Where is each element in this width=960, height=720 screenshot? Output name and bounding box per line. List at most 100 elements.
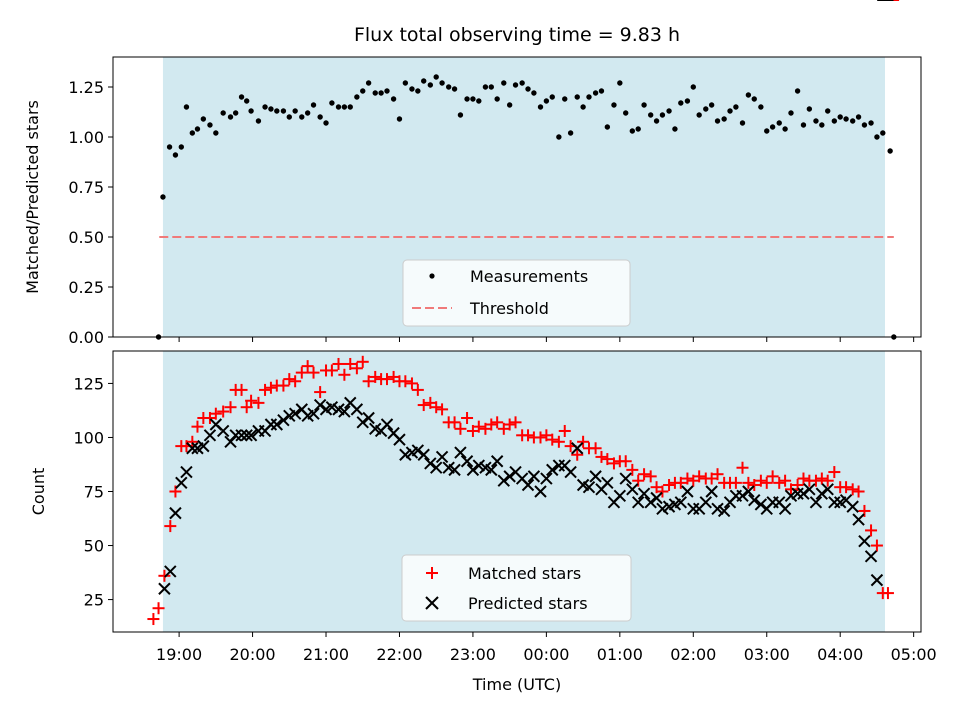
measurement-point — [813, 118, 819, 124]
predicted-star-point — [705, 485, 718, 498]
bottom-y-ticks: 25 50 75 100 125 — [73, 374, 113, 610]
measurement-point — [519, 80, 525, 86]
predicted-star-point — [582, 480, 596, 494]
measurement-point — [347, 104, 353, 110]
predicted-star-point — [589, 470, 602, 483]
predicted-star-point — [270, 418, 284, 431]
measurement-point — [341, 104, 348, 110]
predicted-star-point — [350, 403, 364, 416]
measurement-point — [556, 134, 562, 140]
measurement-point — [506, 102, 513, 108]
matched-star-point — [461, 412, 474, 425]
predicted-star-point — [424, 457, 437, 470]
top-y-axis-label: Matched/Predicted stars — [23, 100, 42, 294]
matched-star-point — [748, 479, 761, 492]
matched-star-point — [663, 479, 676, 492]
measurement-point — [690, 84, 696, 90]
predicted-star-point — [828, 496, 841, 509]
measurement-point — [703, 106, 709, 112]
predicted-star-point — [626, 483, 639, 496]
measurement-point — [739, 120, 746, 126]
matched-star-point — [852, 485, 865, 498]
matched-star-point — [356, 355, 369, 368]
matched-star-point — [742, 476, 755, 489]
matched-star-point — [577, 435, 590, 448]
predicted-star-point — [540, 472, 553, 485]
measurement-point — [248, 108, 254, 114]
predicted-star-point — [846, 500, 859, 513]
predicted-star-point — [169, 506, 182, 520]
measurement-point — [354, 94, 360, 100]
measurement-point — [274, 108, 280, 114]
predicted-star-point — [778, 502, 792, 515]
legend-threshold-label: Threshold — [469, 299, 549, 318]
measurement-point — [160, 194, 166, 200]
top-y-ticks: 0.00 0.25 0.50 0.75 1.00 1.25 — [68, 78, 113, 347]
legend-predicted-label: Predicted stars — [468, 594, 588, 613]
predicted-star-point — [164, 565, 177, 578]
predicted-star-point — [356, 416, 369, 429]
measurement-point — [537, 104, 544, 110]
predicted-star-point — [158, 582, 171, 595]
measurement-point — [611, 102, 617, 108]
predicted-star-point — [736, 489, 749, 503]
predicted-star-point — [613, 489, 627, 503]
matched-star-point — [870, 539, 883, 552]
predicted-star-point — [637, 487, 651, 500]
predicted-star-point — [864, 550, 878, 563]
top-y-tick-label: 1.00 — [68, 128, 104, 147]
matched-star-point — [369, 370, 382, 383]
matched-star-point — [522, 429, 535, 442]
matched-star-point — [301, 360, 314, 373]
measurement-point — [494, 96, 500, 102]
predicted-star-point — [619, 472, 632, 485]
measurement-point — [360, 88, 366, 94]
predicted-star-point — [748, 493, 761, 507]
measurement-point — [617, 80, 623, 86]
matched-star-point — [766, 470, 779, 483]
measurement-point — [390, 96, 397, 102]
measurement-point — [378, 90, 384, 96]
predicted-star-point — [264, 418, 278, 431]
predicted-star-point — [216, 424, 230, 438]
measurement-point — [708, 102, 715, 108]
x-tick-label: 02:00 — [670, 645, 716, 664]
matched-star-point — [619, 455, 632, 468]
predicted-star-point — [674, 496, 688, 509]
matched-star-point — [252, 396, 265, 409]
measurement-point — [819, 122, 825, 128]
predicted-star-point — [644, 496, 657, 509]
measurement-point — [855, 114, 862, 120]
matched-star-point — [362, 375, 375, 388]
measurement-point — [684, 98, 691, 104]
predicted-star-point — [240, 429, 253, 442]
predicted-stars-points — [158, 0, 894, 595]
matched-star-point — [589, 442, 602, 455]
measurement-point — [255, 118, 262, 124]
measurement-point — [243, 98, 250, 104]
bottom-y-tick-label: 50 — [84, 537, 104, 556]
matched-star-point — [485, 418, 498, 431]
legend-predicted-marker — [425, 596, 439, 610]
matched-star-point — [430, 401, 443, 414]
matched-star-point — [411, 383, 424, 396]
predicted-star-point — [546, 463, 559, 477]
measurement-point — [304, 110, 311, 116]
predicted-star-point — [288, 407, 302, 420]
measurement-point — [280, 108, 287, 114]
measurement-point — [849, 118, 856, 124]
predicted-star-point — [338, 405, 351, 418]
top-legend-box — [402, 259, 631, 327]
bottom-panel: 25 50 75 100 125 19:00 20:00 21:00 22:00 23:00 00… — [29, 0, 937, 694]
top-axes-frame — [112, 56, 922, 338]
matched-star-point — [325, 364, 338, 377]
predicted-star-point — [656, 502, 669, 515]
predicted-star-point — [797, 487, 810, 500]
matched-star-point — [571, 448, 584, 461]
measurement-point — [604, 124, 611, 130]
x-tick-label: 05:00 — [891, 645, 937, 664]
matched-star-point — [546, 433, 559, 446]
predicted-star-point — [503, 470, 516, 483]
matched-star-point — [283, 373, 296, 386]
predicted-star-point — [699, 496, 712, 509]
